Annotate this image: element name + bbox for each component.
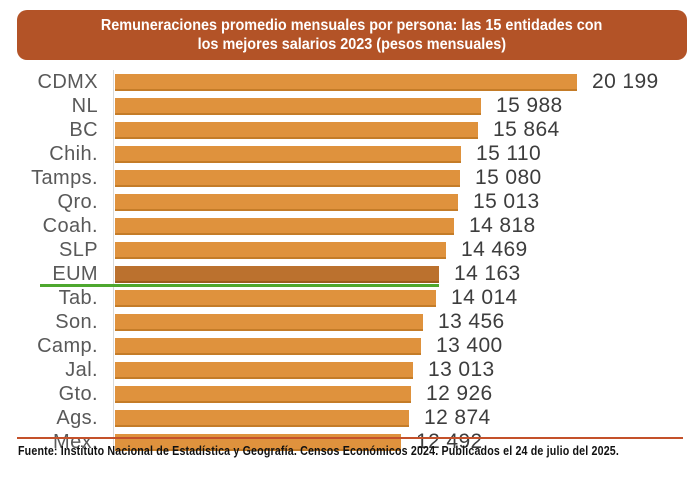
category-label: NL — [71, 94, 98, 117]
source-note: Fuente: Instituto Nacional de Estadístic… — [18, 443, 620, 458]
bar — [115, 289, 436, 307]
value-label: 13 456 — [438, 310, 505, 333]
plot-area: 15 080 — [113, 166, 700, 190]
chart-title-line1: Remuneraciones promedio mensuales por pe… — [101, 17, 603, 34]
category-label: SLP — [58, 238, 98, 261]
value-label: 15 110 — [476, 142, 542, 165]
value-label: 14 469 — [461, 238, 528, 261]
highlight-underline — [40, 284, 439, 287]
chart-row: Tab. 14 014 — [0, 286, 700, 310]
bar — [115, 193, 458, 211]
footer-divider-line — [17, 437, 683, 439]
category-label: Camp. — [37, 334, 98, 357]
bar — [115, 121, 478, 139]
chart-row: NL 15 988 — [0, 94, 700, 118]
chart-row: Jal. 13 013 — [0, 358, 700, 382]
category-label: BC — [69, 118, 98, 141]
value-label: 12 926 — [426, 382, 493, 405]
plot-area: 14 014 — [113, 286, 700, 310]
bar — [115, 337, 421, 355]
chart-title-line2: los mejores salarios 2023 (pesos mensual… — [197, 36, 507, 53]
plot-area: 13 400 — [113, 334, 700, 358]
value-label: 15 013 — [473, 190, 540, 213]
category-label: Chih. — [49, 142, 98, 165]
chart-row: BC 15 864 — [0, 118, 700, 142]
plot-area: 12 874 — [113, 406, 700, 430]
chart-row: Camp. 13 400 — [0, 334, 700, 358]
bar — [115, 385, 411, 403]
plot-area: 20 199 — [113, 70, 700, 94]
value-label: 15 080 — [475, 166, 542, 189]
category-label: Coah. — [42, 214, 98, 237]
bar — [115, 145, 461, 163]
plot-area: 13 013 — [113, 358, 700, 382]
plot-area: 13 456 — [113, 310, 700, 334]
category-label: Tab. — [58, 286, 98, 309]
plot-area: 15 864 — [113, 118, 700, 142]
bar — [115, 73, 577, 91]
bar — [115, 409, 409, 427]
plot-area: 12 926 — [113, 382, 700, 406]
value-label: 12 492 — [416, 430, 483, 453]
plot-area: 14 163 — [113, 262, 700, 286]
value-label: 12 874 — [424, 406, 491, 429]
plot-area: 15 988 — [113, 94, 700, 118]
chart-row: Coah. 14 818 — [0, 214, 700, 238]
chart-row: Qro. 15 013 — [0, 190, 700, 214]
chart-row: SLP 14 469 — [0, 238, 700, 262]
category-label: CDMX — [37, 70, 98, 93]
bar — [115, 313, 423, 331]
category-label: Ags. — [56, 406, 98, 429]
value-label: 13 013 — [428, 358, 495, 381]
plot-area: 14 818 — [113, 214, 700, 238]
value-label: 14 818 — [469, 214, 536, 237]
category-label: Son. — [55, 310, 98, 333]
value-label: 20 199 — [592, 70, 659, 93]
value-label: 13 400 — [436, 334, 503, 357]
chart-row: Tamps. 15 080 — [0, 166, 700, 190]
plot-area: 15 013 — [113, 190, 700, 214]
category-label: Qro. — [57, 190, 98, 213]
bar — [115, 361, 413, 379]
value-label: 15 864 — [493, 118, 560, 141]
category-label: Mex. — [53, 430, 98, 453]
bar — [115, 241, 446, 259]
category-label: Jal. — [65, 358, 98, 381]
chart-row: EUM 14 163 — [0, 262, 700, 287]
plot-area: 14 469 — [113, 238, 700, 262]
chart-row: CDMX 20 199 — [0, 70, 700, 94]
chart-row: Ags. 12 874 — [0, 406, 700, 430]
horizontal-bar-chart: CDMX 20 199 NL 15 988 BC 15 864 Chih. 15 110 Tam… — [0, 70, 700, 454]
category-label: EUM — [52, 262, 98, 285]
chart-row: Son. 13 456 — [0, 310, 700, 334]
plot-area: 15 110 — [113, 142, 700, 166]
chart-row: Chih. 15 110 — [0, 142, 700, 166]
category-label: Gto. — [58, 382, 98, 405]
chart-row: Gto. 12 926 — [0, 382, 700, 406]
bar — [115, 169, 460, 187]
value-label: 14 163 — [454, 262, 521, 285]
bar — [115, 217, 454, 235]
chart-title-banner: Remuneraciones promedio mensuales por pe… — [17, 10, 687, 60]
category-label: Tamps. — [31, 166, 98, 189]
bar — [115, 97, 481, 115]
value-label: 14 014 — [451, 286, 518, 309]
value-label: 15 988 — [496, 94, 563, 117]
bar-highlighted — [115, 265, 439, 283]
